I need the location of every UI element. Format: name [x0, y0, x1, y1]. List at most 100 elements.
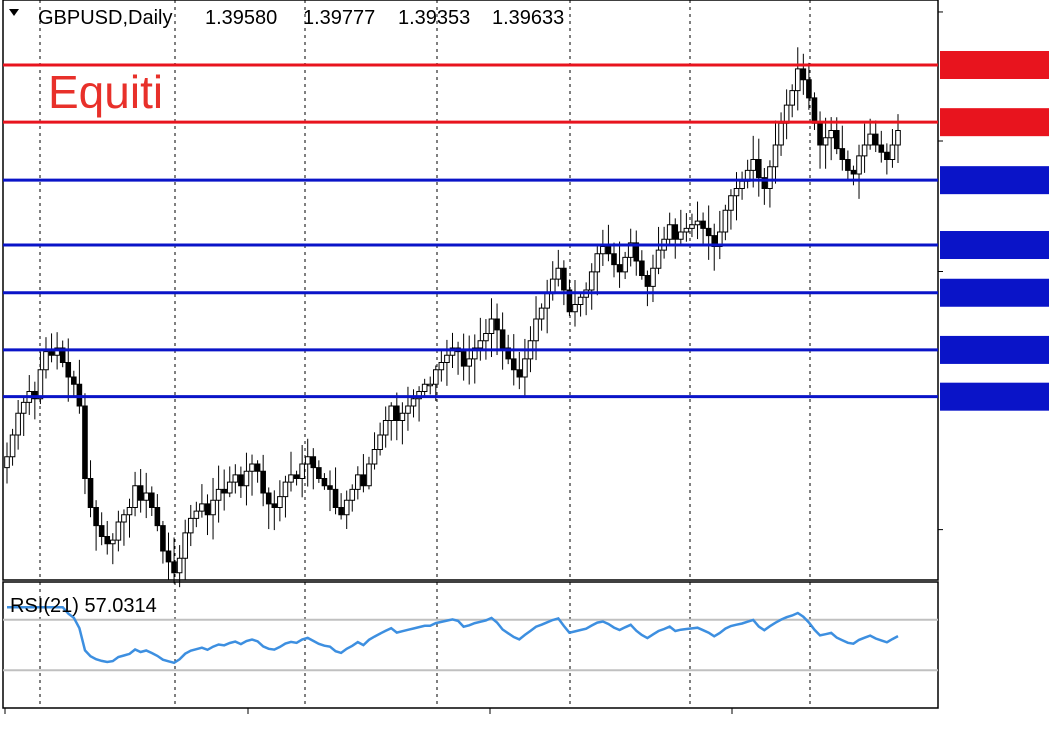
- candle-body: [165, 550, 172, 563]
- candle-body: [700, 220, 706, 229]
- candle-body: [510, 358, 517, 371]
- candle-body: [505, 347, 511, 360]
- level-label-box-3: [940, 166, 1049, 195]
- candle-body: [655, 249, 662, 269]
- candle-body: [783, 104, 790, 124]
- candle-body: [271, 503, 278, 508]
- candle-body: [332, 488, 339, 508]
- candle-body: [421, 383, 428, 392]
- rsi-label: RSI(21) 57.0314: [10, 595, 157, 617]
- candle-body: [516, 369, 523, 378]
- candle-body: [566, 289, 573, 313]
- candle-body: [872, 133, 879, 146]
- candle-body: [410, 398, 417, 407]
- candle-body: [416, 391, 422, 400]
- ohlc-high: 1.39777: [303, 7, 375, 29]
- candle-body: [650, 267, 656, 287]
- candle-body: [343, 499, 350, 516]
- candle-body: [4, 456, 10, 469]
- candle-body: [388, 405, 395, 421]
- candle-body: [878, 144, 885, 153]
- candle-body: [43, 351, 49, 371]
- candle-body: [232, 474, 239, 483]
- candle-body: [499, 329, 506, 349]
- candle-body: [93, 507, 99, 527]
- candle-body: [238, 474, 244, 487]
- candle-body: [243, 470, 250, 487]
- candle-body: [683, 227, 690, 233]
- level-label-box-4: [940, 231, 1049, 260]
- brand-label: Equiti: [48, 66, 163, 118]
- main-chart-panel[interactable]: [2, 0, 939, 581]
- candle-body: [572, 304, 578, 313]
- candle-body: [861, 144, 868, 157]
- candle-body: [477, 340, 484, 349]
- level-label-box-1: [940, 50, 1049, 79]
- candle-body: [76, 383, 83, 407]
- candle-body: [460, 351, 467, 367]
- candle-body: [432, 369, 439, 385]
- candle-body: [405, 405, 411, 414]
- candle-body: [644, 275, 651, 287]
- rsi-panel[interactable]: [2, 581, 939, 709]
- candle-body: [889, 144, 896, 160]
- candle-body: [427, 383, 434, 387]
- candle-body: [733, 188, 740, 197]
- candle-body: [310, 456, 317, 469]
- candle-body: [143, 492, 150, 501]
- candle-body: [822, 137, 829, 146]
- candle-body: [293, 474, 300, 479]
- candle-body: [115, 521, 122, 541]
- triangle-down-icon[interactable]: [9, 9, 19, 16]
- candle-body: [561, 267, 567, 291]
- candle-body: [678, 231, 684, 240]
- candle-body: [15, 412, 21, 436]
- candle-body: [850, 169, 857, 175]
- candle-body: [399, 412, 406, 421]
- candle-body: [594, 253, 601, 273]
- candle-body: [533, 318, 539, 342]
- candle-body: [544, 293, 550, 309]
- candle-body: [895, 130, 901, 146]
- candle-body: [226, 481, 233, 494]
- candle-body: [193, 510, 200, 519]
- candle-body: [622, 256, 628, 273]
- candle-body: [694, 220, 701, 226]
- candle-body: [488, 318, 495, 334]
- candle-body: [577, 296, 584, 305]
- rsi-line: [7, 605, 899, 665]
- candle-body: [705, 227, 712, 237]
- vertical-gridlines: [39, 0, 811, 708]
- candle-body: [299, 463, 305, 479]
- candle-body: [884, 151, 890, 160]
- candle-body: [471, 347, 478, 360]
- candlestick-series: [4, 47, 901, 588]
- candle-body: [466, 358, 473, 367]
- candle-body: [210, 499, 216, 516]
- candle-body: [444, 354, 450, 363]
- candle-body: [277, 496, 283, 508]
- candle-body: [154, 507, 161, 527]
- candle-body: [338, 507, 344, 516]
- candle-body: [672, 224, 679, 240]
- candle-body: [32, 391, 38, 400]
- candle-body: [20, 401, 27, 414]
- candle-body: [199, 503, 205, 512]
- candle-body: [639, 260, 645, 276]
- candle-body: [839, 148, 846, 160]
- candle-body: [37, 369, 44, 400]
- candle-body: [176, 557, 183, 574]
- candle-body: [137, 485, 144, 501]
- candle-body: [722, 209, 729, 233]
- candle-body: [171, 561, 177, 574]
- price-level-lines[interactable]: [3, 50, 1049, 411]
- candle-body: [538, 307, 545, 320]
- candle-body: [110, 539, 116, 545]
- candle-body: [321, 478, 328, 487]
- candle-body: [282, 481, 289, 498]
- candle-body: [254, 463, 261, 472]
- candle-body: [288, 474, 294, 483]
- candle-body: [132, 485, 138, 508]
- candle-body: [789, 90, 795, 106]
- candle-body: [828, 130, 834, 139]
